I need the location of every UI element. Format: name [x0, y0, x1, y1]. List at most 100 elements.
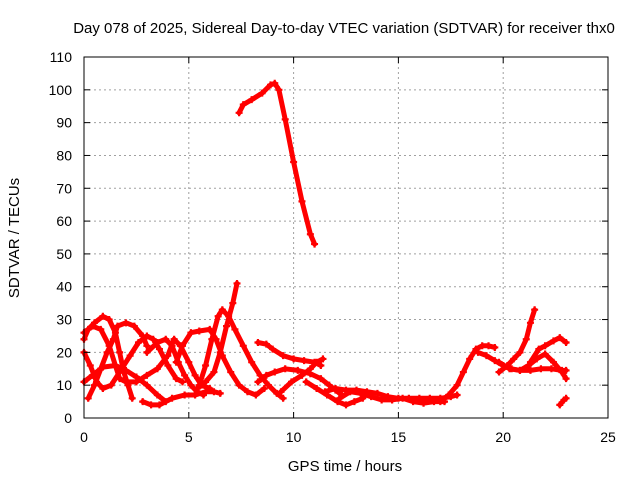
data-point — [99, 312, 107, 320]
data-point — [277, 388, 285, 396]
data-point — [90, 381, 98, 389]
data-point — [409, 398, 417, 406]
data-point — [170, 335, 178, 343]
data-point — [491, 343, 499, 351]
data-point — [235, 109, 243, 117]
data-point — [187, 381, 195, 389]
data-point — [233, 279, 241, 287]
data-point — [541, 342, 549, 350]
data-point — [294, 366, 302, 374]
series-arc-20 — [526, 334, 570, 366]
data-point — [485, 342, 493, 350]
y-tick-label: 110 — [50, 49, 73, 65]
data-point — [535, 345, 543, 353]
x-tick-label: 5 — [185, 429, 193, 445]
data-point — [239, 342, 247, 350]
series-arc-13 — [254, 339, 325, 369]
data-point — [562, 339, 570, 347]
data-point — [522, 335, 530, 343]
y-tick-label: 90 — [56, 115, 72, 131]
data-point — [227, 368, 235, 376]
data-point — [550, 337, 558, 345]
x-tick-label: 10 — [286, 429, 302, 445]
series-line — [85, 320, 150, 401]
data-point — [252, 391, 260, 399]
data-point — [216, 389, 224, 397]
x-tick-label: 0 — [80, 429, 88, 445]
data-point — [139, 332, 147, 340]
data-point — [298, 371, 306, 379]
x-axis-ticks: 0 5 10 15 20 25 — [80, 57, 616, 445]
data-point — [516, 348, 524, 356]
data-point — [300, 357, 308, 365]
x-tick-label: 25 — [600, 429, 616, 445]
x-axis-title: GPS time / hours — [288, 458, 402, 475]
plot-frame — [83, 56, 609, 419]
data-series — [80, 79, 570, 409]
data-point — [214, 312, 222, 320]
data-point — [143, 371, 151, 379]
y-tick-label: 30 — [56, 312, 72, 328]
data-point — [262, 371, 270, 379]
data-point — [122, 378, 130, 386]
data-point — [430, 398, 438, 406]
data-point — [139, 398, 147, 406]
data-point — [388, 396, 396, 404]
data-point — [550, 358, 558, 366]
data-point — [495, 368, 503, 376]
data-point — [378, 396, 386, 404]
data-point — [436, 398, 444, 406]
chart-title: Day 078 of 2025, Sidereal Day-to-day VTE… — [73, 20, 615, 37]
data-point — [302, 378, 310, 386]
data-point — [271, 79, 279, 87]
data-point — [321, 388, 329, 396]
data-point — [143, 342, 151, 350]
series-arc-16 — [336, 388, 449, 407]
data-point — [556, 401, 564, 409]
data-point — [264, 381, 272, 389]
data-point — [357, 389, 365, 397]
series-arc-21 — [495, 358, 570, 374]
data-point — [153, 339, 161, 347]
data-point — [179, 378, 187, 386]
data-point — [168, 342, 176, 350]
data-point — [229, 299, 237, 307]
data-point — [116, 375, 124, 383]
data-point — [510, 355, 518, 363]
data-point — [84, 394, 92, 402]
series-arc-17 — [436, 342, 499, 406]
data-point — [281, 115, 289, 123]
data-point — [223, 322, 231, 330]
data-point — [306, 230, 314, 238]
data-point — [516, 366, 524, 374]
y-tick-label: 80 — [56, 147, 72, 163]
data-point — [258, 89, 266, 97]
data-point — [202, 378, 210, 386]
data-point — [306, 365, 314, 373]
data-point — [105, 342, 113, 350]
data-point — [126, 352, 134, 360]
y-tick-label: 100 — [49, 82, 73, 98]
data-point — [111, 361, 119, 369]
data-point — [332, 384, 340, 392]
data-point — [199, 391, 207, 399]
data-point — [526, 358, 534, 366]
series-high-arc — [235, 79, 319, 248]
y-tick-label: 40 — [56, 279, 72, 295]
data-point — [269, 345, 277, 353]
data-point — [134, 339, 142, 347]
data-point — [153, 391, 161, 399]
data-point — [235, 381, 243, 389]
x-tick-label: 20 — [495, 429, 511, 445]
series-arc-18 — [474, 348, 570, 383]
data-point — [128, 394, 136, 402]
data-point — [155, 345, 163, 353]
x-tick-label: 15 — [391, 429, 407, 445]
data-point — [153, 365, 161, 373]
data-point — [317, 375, 325, 383]
data-point — [262, 340, 270, 348]
data-point — [143, 348, 151, 356]
y-tick-label: 10 — [56, 377, 72, 393]
data-point — [122, 366, 130, 374]
data-point — [193, 384, 201, 392]
